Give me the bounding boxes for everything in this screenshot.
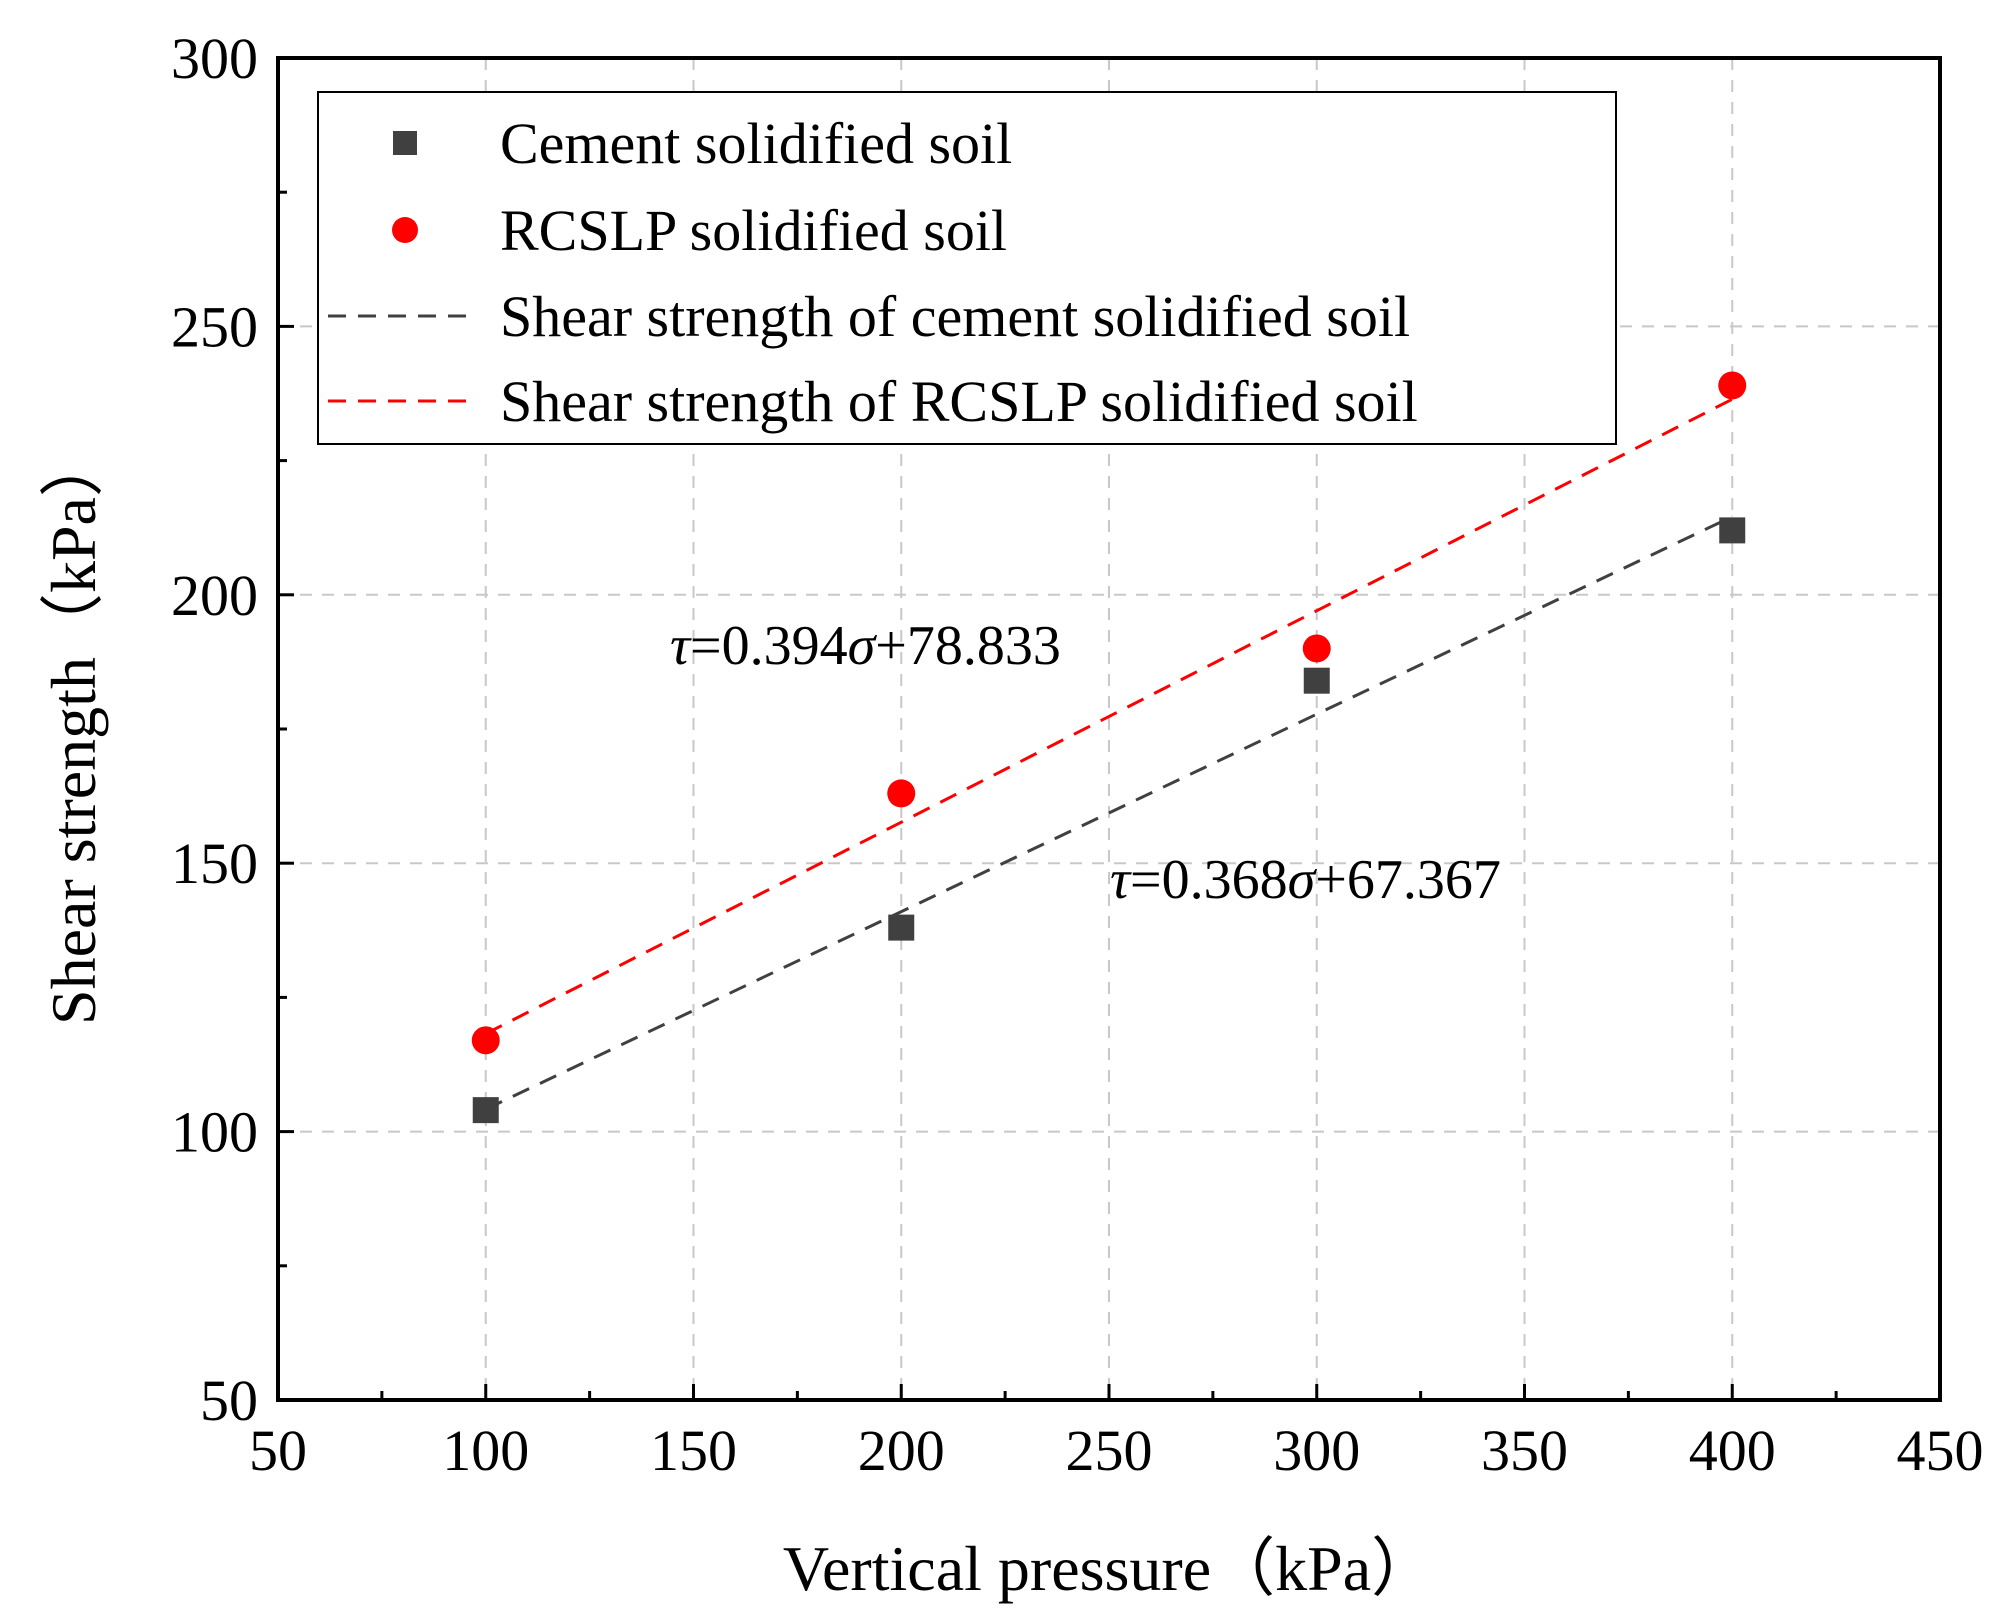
x-tick-label: 450 xyxy=(1897,1418,1984,1483)
x-tick-label: 200 xyxy=(858,1418,945,1483)
circle-point xyxy=(1302,634,1331,663)
legend-circle-marker xyxy=(392,217,418,243)
fit-line xyxy=(485,397,1733,1036)
legend-box xyxy=(317,91,1617,445)
legend-label-rcslp-fit: Shear strength of RCSLP solidified soil xyxy=(500,369,1418,434)
x-axis-title: Vertical pressure（kPa） xyxy=(783,1533,1435,1604)
equation-rcslp: τ=0.394σ+78.833 xyxy=(670,615,1061,677)
legend: Cement solidified soil RCSLP solidified … xyxy=(317,91,1617,445)
legend-label-cement-fit: Shear strength of cement solidified soil xyxy=(500,284,1410,349)
legend-label-cement: Cement solidified soil xyxy=(500,111,1012,176)
x-tick-label: 400 xyxy=(1689,1418,1776,1483)
square-point xyxy=(1719,517,1746,544)
legend-label-rcslp: RCSLP solidified soil xyxy=(500,198,1007,263)
y-tick-label: 300 xyxy=(171,26,258,91)
square-point xyxy=(472,1097,499,1124)
x-tick-label: 350 xyxy=(1481,1418,1568,1483)
x-tick-label: 150 xyxy=(650,1418,737,1483)
x-tick-label: 300 xyxy=(1273,1418,1360,1483)
fit-line xyxy=(485,515,1733,1111)
y-tick-label: 250 xyxy=(171,294,258,359)
x-tick-label: 100 xyxy=(442,1418,529,1483)
tick-labels: 50 100 150 200 250 300 350 400 450 50 100 150 200 250… xyxy=(171,26,1984,1483)
data-points xyxy=(471,371,1747,1124)
circle-point xyxy=(471,1026,500,1055)
legend-square-marker xyxy=(393,131,417,155)
y-axis-title: Shear strength（kPa） xyxy=(38,433,109,1025)
y-tick-label: 50 xyxy=(200,1368,258,1433)
x-tick-label: 250 xyxy=(1066,1418,1153,1483)
y-tick-label: 150 xyxy=(171,831,258,896)
x-tick-label: 50 xyxy=(249,1418,307,1483)
circle-point xyxy=(1718,371,1747,400)
y-tick-label: 100 xyxy=(171,1100,258,1165)
square-point xyxy=(1303,667,1330,694)
equation-cement: τ=0.368σ+67.367 xyxy=(1110,849,1501,911)
plot-frame xyxy=(276,56,1942,1402)
circle-point xyxy=(887,779,916,808)
square-point xyxy=(888,914,915,941)
y-tick-label: 200 xyxy=(171,563,258,628)
fit-lines xyxy=(485,397,1733,1111)
